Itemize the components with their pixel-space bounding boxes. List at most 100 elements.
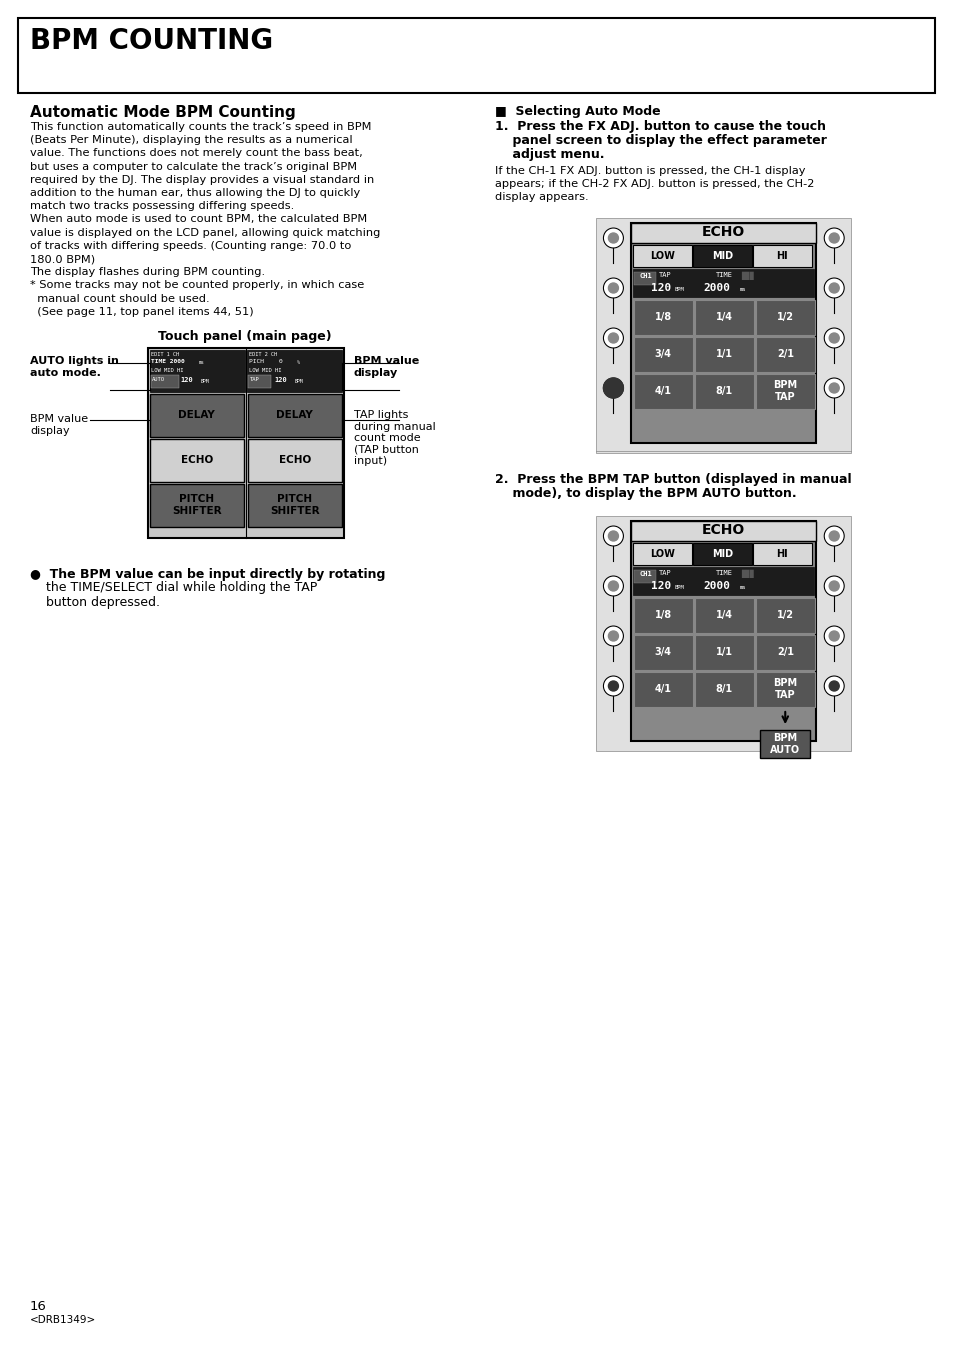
Text: 180.0 BPM): 180.0 BPM) [30,254,95,263]
Text: ECHO: ECHO [278,455,311,465]
Bar [631,223,816,243]
Text: DELAY: DELAY [276,409,313,420]
Circle shape [828,232,839,243]
Text: ███: ███ [740,272,753,280]
Text: 2000: 2000 [702,282,730,293]
Text: 3/4: 3/4 [654,349,671,359]
Text: CH1: CH1 [639,273,651,280]
Circle shape [608,332,618,343]
Text: 1.  Press the FX ADJ. button to cause the touch: 1. Press the FX ADJ. button to cause the… [494,120,824,132]
Bar [756,671,815,707]
Text: TAP: TAP [250,377,259,382]
Bar [247,350,341,392]
Text: ███: ███ [740,570,753,578]
Circle shape [823,626,843,646]
Bar [634,671,693,707]
Circle shape [608,382,618,393]
Text: 4/1: 4/1 [654,386,671,396]
Text: (Beats Per Minute), displaying the results as a numerical: (Beats Per Minute), displaying the resul… [30,135,353,145]
Bar [633,269,813,297]
Circle shape [603,378,622,399]
Bar [760,730,809,758]
Text: BPM: BPM [674,286,683,292]
Text: LOW MID HI: LOW MID HI [249,367,281,373]
Text: HI: HI [776,251,787,261]
Text: ■  Selecting Auto Mode: ■ Selecting Auto Mode [494,105,659,118]
Text: TIME: TIME [716,570,733,576]
Bar [633,567,813,594]
Text: 1/1: 1/1 [715,349,732,359]
Text: but uses a computer to calculate the track’s original BPM: but uses a computer to calculate the tra… [30,162,356,172]
Bar [631,521,816,740]
Bar [596,516,850,751]
Bar [631,521,816,540]
Text: (See page 11, top panel items 44, 51): (See page 11, top panel items 44, 51) [30,307,253,316]
Bar [633,543,692,565]
Text: ECHO: ECHO [701,226,744,239]
Bar [634,336,693,372]
Circle shape [828,581,839,590]
Text: 3/4: 3/4 [654,647,671,657]
Bar [695,598,754,634]
Text: EDIT 1 CH: EDIT 1 CH [151,353,179,357]
Text: LOW MID HI: LOW MID HI [151,367,183,373]
Text: BPM value
display: BPM value display [30,413,88,435]
Bar [148,349,343,538]
Text: 120: 120 [181,377,193,382]
Text: ms: ms [739,286,745,292]
Text: 8/1: 8/1 [715,386,732,396]
Bar [150,484,244,527]
Text: %: % [296,359,299,365]
Bar [756,300,815,335]
Text: required by the DJ. The display provides a visual standard in: required by the DJ. The display provides… [30,174,374,185]
Text: PITCH
SHIFTER: PITCH SHIFTER [172,494,221,516]
Text: TAP lights
during manual
count mode
(TAP button
input): TAP lights during manual count mode (TAP… [354,409,435,466]
Circle shape [828,282,839,293]
Bar [695,300,754,335]
Text: AUTO lights in
auto mode.: AUTO lights in auto mode. [30,357,119,377]
Text: ECHO: ECHO [701,523,744,536]
Bar [634,300,693,335]
Circle shape [828,332,839,343]
Circle shape [608,282,618,293]
Circle shape [823,328,843,349]
Text: 1/4: 1/4 [715,312,732,322]
Bar [756,374,815,409]
Text: display appears.: display appears. [494,192,588,203]
Text: ●  The BPM value can be input directly by rotating: ● The BPM value can be input directly by… [30,567,385,581]
Bar [248,439,341,482]
Text: ms: ms [739,585,745,590]
Bar [756,635,815,670]
Bar [634,598,693,634]
Bar [631,223,816,443]
Bar [693,245,752,267]
Bar [756,598,815,634]
Circle shape [608,232,618,243]
Bar [695,336,754,372]
Text: HI: HI [776,549,787,559]
Text: BPM
TAP: BPM TAP [772,380,797,401]
Text: mode), to display the BPM AUTO button.: mode), to display the BPM AUTO button. [494,486,796,500]
Text: LOW: LOW [649,549,674,559]
Text: This function automatically counts the track’s speed in BPM: This function automatically counts the t… [30,122,371,132]
Circle shape [828,531,839,540]
Text: match two tracks possessing differing speeds.: match two tracks possessing differing sp… [30,201,294,211]
Bar [753,245,811,267]
Circle shape [823,676,843,696]
Text: 1/4: 1/4 [715,611,732,620]
Bar [248,376,271,388]
Circle shape [828,681,839,690]
Text: DELAY: DELAY [178,409,215,420]
Text: The display flashes during BPM counting.: The display flashes during BPM counting. [30,267,265,277]
Text: TIME 2000: TIME 2000 [151,359,185,363]
Text: BPM COUNTING: BPM COUNTING [30,27,273,55]
Text: 1/2: 1/2 [776,312,793,322]
Circle shape [603,328,622,349]
Bar [756,336,815,372]
Circle shape [828,631,839,640]
Text: 8/1: 8/1 [715,684,732,694]
Circle shape [603,278,622,299]
Text: 1/8: 1/8 [654,312,671,322]
Text: ms: ms [198,359,204,365]
Bar [695,635,754,670]
